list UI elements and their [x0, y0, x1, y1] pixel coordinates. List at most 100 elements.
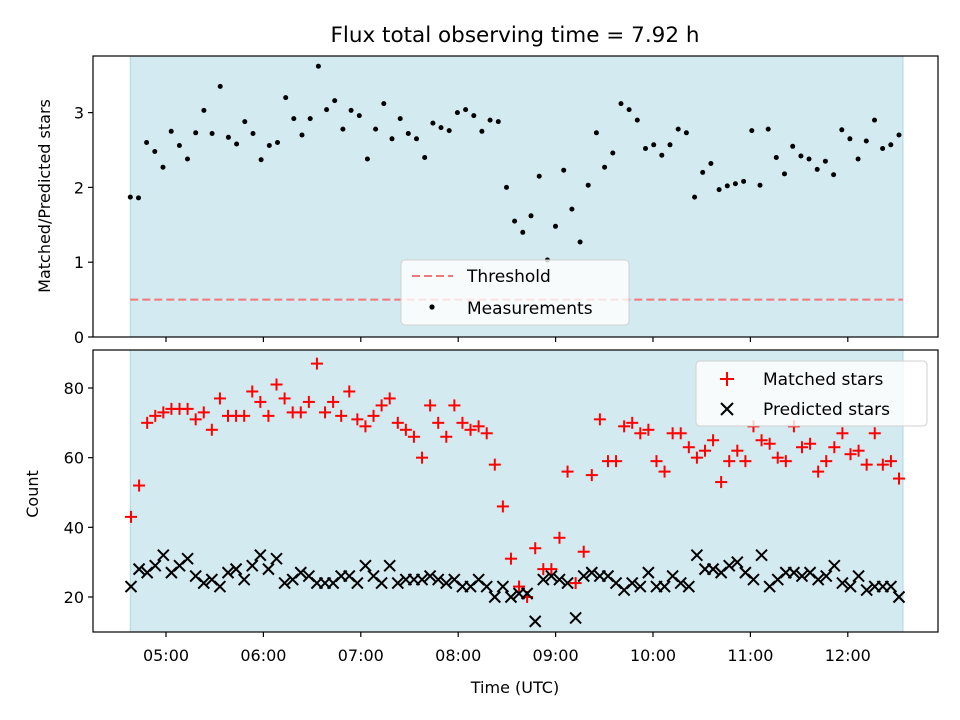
- matched-star-point: [893, 472, 905, 485]
- bottom-ytick-label: 80: [64, 379, 84, 398]
- predicted-star-point: [634, 580, 647, 593]
- matched-star-point: [876, 458, 889, 471]
- measurement-point: [504, 184, 509, 190]
- predicted-star-point: [852, 569, 865, 583]
- predicted-star-point: [892, 590, 906, 604]
- matched-star-point: [367, 409, 380, 422]
- predicted-star-point: [415, 573, 429, 586]
- measurement-point: [234, 141, 240, 147]
- matched-star-point: [626, 416, 639, 429]
- bottom-xtick-label: 11:00: [727, 646, 773, 665]
- matched-star-point: [448, 399, 461, 412]
- measurement-point: [307, 116, 313, 122]
- measurement-point: [724, 183, 730, 189]
- predicted-star-point: [229, 562, 243, 576]
- measurement-point: [397, 116, 403, 122]
- measurement-point: [872, 117, 877, 123]
- chart-title: Flux total observing time = 7.92 h: [331, 23, 700, 48]
- measurement-point: [569, 206, 575, 212]
- matched-star-point: [472, 420, 485, 433]
- measurement-point: [299, 132, 305, 138]
- measurement-point: [479, 128, 485, 134]
- measurement-point: [659, 152, 665, 158]
- measurement-point: [741, 178, 747, 184]
- matched-star-point: [246, 385, 259, 398]
- legend-measurements-swatch: [429, 304, 435, 310]
- matched-star-point: [650, 455, 663, 468]
- measurement-point: [757, 182, 763, 188]
- measurement-point: [291, 116, 297, 122]
- measurement-point: [373, 126, 379, 132]
- matched-star-point: [763, 437, 776, 450]
- matched-star-point: [157, 406, 170, 419]
- matched-star-point: [820, 455, 833, 468]
- measurement-point: [438, 125, 444, 131]
- matched-star-point: [771, 451, 784, 464]
- matched-star-point: [723, 455, 736, 468]
- measurement-point: [822, 158, 828, 164]
- matched-star-point: [755, 434, 768, 447]
- predicted-star-point: [561, 576, 574, 590]
- predicted-star-point: [545, 569, 558, 583]
- matched-star-point: [731, 444, 744, 457]
- top-ytick-label: 0: [74, 328, 84, 347]
- matched-star-point: [884, 455, 897, 468]
- measurement-point: [160, 164, 166, 170]
- measurement-point: [716, 187, 722, 193]
- measurement-point: [340, 126, 346, 132]
- bottom-legend: Matched stars Predicted stars: [695, 360, 928, 427]
- predicted-star-point: [294, 566, 307, 579]
- bottom-ytick-label: 60: [64, 449, 84, 468]
- matched-star-point: [335, 409, 348, 422]
- predicted-star-point: [278, 576, 291, 590]
- measurement-point: [185, 156, 190, 162]
- measurement-point: [692, 194, 698, 200]
- bottom-axes: 20 40 60 80 05:00 06:00 07:00 08:00 09:00 10:00 11…: [64, 379, 871, 665]
- measurement-point: [553, 223, 558, 229]
- matched-star-point: [513, 580, 526, 593]
- predicted-star-point: [884, 580, 898, 593]
- matched-star-point: [310, 357, 323, 370]
- matched-star-point: [181, 402, 194, 415]
- matched-star-point: [852, 444, 865, 457]
- bottom-legend-box: [695, 360, 928, 427]
- measurement-point: [626, 107, 632, 113]
- measurement-point: [585, 182, 591, 188]
- predicted-star-point: [480, 580, 493, 593]
- bottom-ytick-label: 40: [64, 518, 84, 537]
- matched-star-point: [270, 378, 283, 391]
- matched-star-point: [238, 409, 251, 422]
- bottom-ytick-label: 20: [64, 588, 84, 607]
- predicted-star-point: [529, 615, 542, 628]
- measurement-point: [667, 142, 673, 148]
- measurement-point: [839, 127, 845, 133]
- predicted-star-point: [262, 562, 275, 576]
- matched-star-point: [149, 409, 162, 422]
- matched-star-point: [205, 423, 218, 436]
- matched-star-point: [189, 413, 202, 426]
- matched-star-point: [424, 399, 437, 412]
- matched-star-point: [698, 444, 711, 457]
- predicted-star-point: [755, 548, 768, 562]
- predicted-star-point: [723, 559, 736, 572]
- bottom-marks: [124, 357, 906, 628]
- matched-star-point: [715, 476, 728, 489]
- measurement-point: [364, 156, 370, 162]
- bottom-xtick-label: 06:00: [240, 646, 286, 665]
- matched-star-point: [213, 392, 226, 405]
- measurement-point: [144, 140, 150, 145]
- predicted-star-point: [375, 576, 388, 590]
- predicted-star-point: [488, 590, 501, 604]
- measurement-point: [732, 181, 738, 187]
- top-axes: 0 1 2 3: [74, 104, 849, 347]
- measurement-point: [193, 130, 199, 136]
- matched-star-point: [383, 392, 396, 405]
- predicted-star-point: [585, 566, 599, 579]
- matched-star-point: [593, 413, 606, 426]
- predicted-star-point: [504, 590, 518, 604]
- matched-star-point: [682, 441, 695, 454]
- measurement-point: [356, 113, 362, 119]
- measurement-point: [651, 142, 657, 148]
- bottom-plot-frame: [92, 349, 939, 633]
- measurement-point: [749, 128, 755, 134]
